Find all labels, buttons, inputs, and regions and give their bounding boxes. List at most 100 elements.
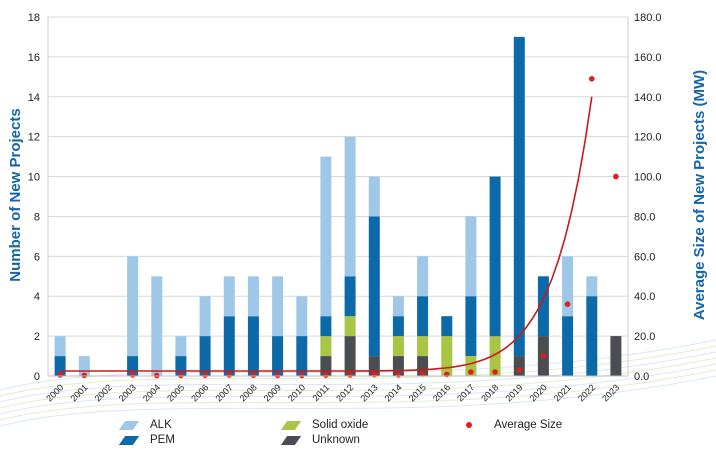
bar-unknown <box>344 336 356 376</box>
bar-alk <box>151 276 163 376</box>
x-tick-label: 2009 <box>262 382 283 403</box>
bar-pem <box>392 316 404 337</box>
bar-solid-oxide <box>465 356 477 376</box>
x-tick-label: 2015 <box>407 382 428 403</box>
x-tick-label: 2022 <box>576 382 597 403</box>
bars <box>54 36 622 376</box>
y2-tick-label: 160.0 <box>634 52 662 64</box>
background-wave <box>0 375 716 427</box>
bar-alk <box>368 176 380 217</box>
background-wave <box>0 339 716 391</box>
average-size-point <box>57 372 63 378</box>
bar-solid-oxide <box>489 336 501 376</box>
average-size-point <box>202 372 208 379</box>
average-size-point <box>564 301 571 308</box>
bar-pem <box>223 316 235 376</box>
bar-pem <box>368 216 380 356</box>
bar-pem <box>465 296 477 356</box>
bar-alk <box>392 296 404 317</box>
average-size-point <box>274 372 281 379</box>
average-size-point <box>395 372 402 378</box>
y-tick-label: 6 <box>34 251 40 263</box>
average-size-point <box>250 372 257 379</box>
y-tick-label: 2 <box>34 331 40 343</box>
y-tick-label: 8 <box>34 211 40 223</box>
bar-alk <box>247 276 259 317</box>
bar-alk <box>127 256 139 356</box>
average-size-point <box>129 372 136 378</box>
average-size-point <box>468 369 474 375</box>
y-axis-title: Number of New Projects <box>7 108 24 281</box>
bar-unknown <box>610 336 622 376</box>
y2-tick-label: 0.0 <box>634 371 649 383</box>
bar-unknown <box>513 356 525 376</box>
bar-alk <box>296 296 308 337</box>
bar-solid-oxide <box>320 336 332 356</box>
bar-alk <box>417 256 429 297</box>
bar-alk <box>562 256 574 317</box>
y2-tick-label: 140.0 <box>634 92 662 104</box>
bar-alk <box>54 336 66 356</box>
average-size-point <box>516 367 523 373</box>
background-wave <box>0 369 716 421</box>
average-size-points <box>57 76 619 379</box>
x-tick-label: 2014 <box>383 382 404 403</box>
bar-alk <box>586 276 598 297</box>
trend-line <box>60 96 593 372</box>
bar-pem <box>562 316 574 376</box>
bar-pem <box>127 356 139 376</box>
x-tick-label: 2007 <box>213 382 234 403</box>
bar-alk <box>344 136 356 277</box>
average-size-point <box>299 372 305 379</box>
bar-pem <box>344 276 356 317</box>
bar-unknown <box>417 356 429 376</box>
background-waves <box>0 339 716 427</box>
x-tick-label: 2013 <box>358 382 379 403</box>
trendline <box>60 96 593 372</box>
y-tick-label: 10 <box>28 172 40 184</box>
y-tick-label: 18 <box>28 12 40 24</box>
bar-pem <box>489 176 501 337</box>
bar-pem <box>513 36 525 357</box>
average-size-point <box>613 173 619 180</box>
bar-alk <box>320 156 332 317</box>
x-tick-label: 2006 <box>189 382 210 403</box>
bar-solid-oxide <box>392 336 404 356</box>
bar-solid-oxide <box>344 316 356 337</box>
x-tick-label: 2010 <box>286 382 307 403</box>
average-size-point <box>226 372 233 378</box>
bar-pem <box>417 296 429 337</box>
y-tick-label: 0 <box>34 371 40 383</box>
bar-pem <box>175 356 187 376</box>
y2-tick-label: 120.0 <box>634 132 662 144</box>
bar-solid-oxide <box>417 336 429 356</box>
bar-pem <box>272 336 284 376</box>
bar-unknown <box>368 356 380 376</box>
gridlines <box>48 16 628 377</box>
bar-solid-oxide <box>441 336 453 376</box>
y2-tick-label: 20.0 <box>634 331 655 343</box>
bar-unknown <box>392 356 404 376</box>
background-wave <box>0 363 716 415</box>
y-tick-label: 16 <box>28 52 40 64</box>
y2-axis-title: Average Size of New Projects (MW) <box>691 70 708 320</box>
bar-unknown <box>320 356 332 376</box>
y-tick-label: 12 <box>28 132 40 144</box>
y2-tick-label: 80.0 <box>634 211 655 223</box>
average-size-point <box>589 76 595 82</box>
background-wave <box>0 357 716 409</box>
bar-pem <box>54 356 66 376</box>
y2-tick-label: 100.0 <box>634 172 662 184</box>
y2-tick-label: 40.0 <box>634 291 655 303</box>
average-size-point <box>178 372 184 379</box>
y2-tick-label: 60.0 <box>634 251 655 263</box>
x-tick-label: 2011 <box>311 382 332 403</box>
y-tick-label: 4 <box>34 291 40 303</box>
bar-alk <box>199 296 211 337</box>
x-tick-label: 2008 <box>238 382 259 403</box>
bar-alk <box>465 216 477 297</box>
bar-pem <box>199 336 211 376</box>
x-tick-label: 2023 <box>600 382 621 403</box>
bar-alk <box>78 356 90 376</box>
y2-tick-label: 180.0 <box>634 12 662 24</box>
